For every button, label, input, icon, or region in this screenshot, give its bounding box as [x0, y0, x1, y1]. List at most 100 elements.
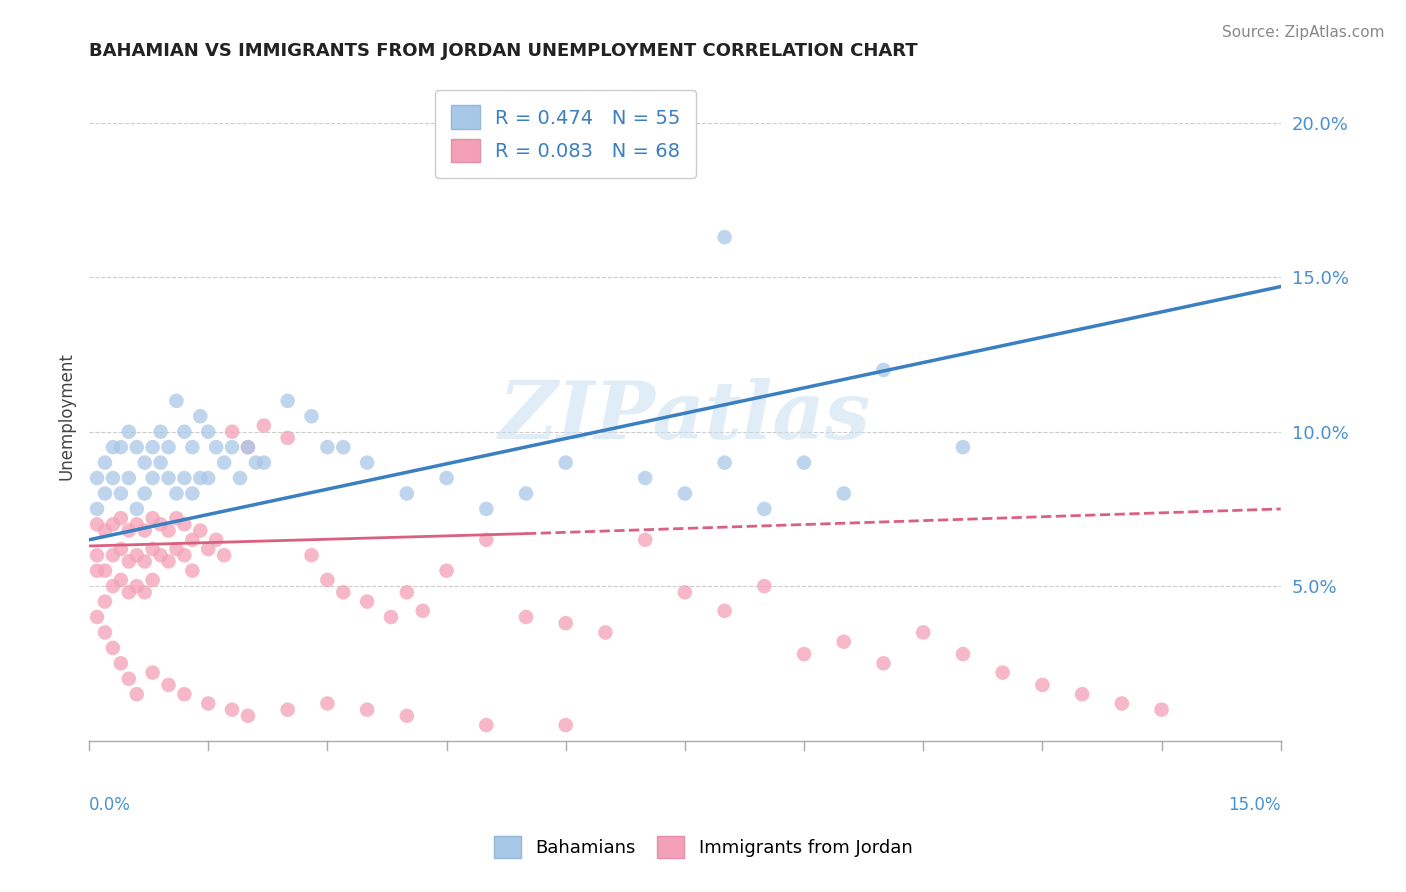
Point — [118, 585, 141, 599]
Point — [181, 440, 204, 454]
Point — [134, 524, 156, 538]
Point — [173, 517, 195, 532]
Point — [301, 548, 323, 562]
Point — [832, 634, 855, 648]
Point — [149, 425, 172, 439]
Point — [118, 471, 141, 485]
Point — [1031, 678, 1053, 692]
Point — [94, 486, 117, 500]
Point — [595, 625, 617, 640]
Point — [188, 409, 211, 424]
Point — [316, 440, 339, 454]
Point — [221, 703, 243, 717]
Point — [86, 548, 108, 562]
Point — [149, 517, 172, 532]
Point — [101, 640, 124, 655]
Point — [1150, 703, 1173, 717]
Point — [149, 456, 172, 470]
Point — [197, 471, 219, 485]
Point — [634, 471, 657, 485]
Point — [197, 697, 219, 711]
Point — [332, 440, 354, 454]
Point — [754, 502, 776, 516]
Point — [380, 610, 402, 624]
Point — [101, 471, 124, 485]
Point — [301, 409, 323, 424]
Point — [713, 456, 735, 470]
Point — [166, 486, 188, 500]
Text: 0.0%: 0.0% — [89, 797, 131, 814]
Point — [395, 585, 418, 599]
Point — [110, 542, 132, 557]
Point — [118, 425, 141, 439]
Point — [94, 524, 117, 538]
Point — [832, 486, 855, 500]
Point — [142, 471, 165, 485]
Point — [125, 502, 148, 516]
Text: ZIPatlas: ZIPatlas — [499, 377, 870, 455]
Point — [181, 486, 204, 500]
Point — [125, 687, 148, 701]
Point — [173, 471, 195, 485]
Point — [253, 456, 276, 470]
Point — [412, 604, 434, 618]
Point — [94, 564, 117, 578]
Point — [181, 533, 204, 547]
Point — [94, 594, 117, 608]
Text: Source: ZipAtlas.com: Source: ZipAtlas.com — [1222, 25, 1385, 40]
Point — [673, 585, 696, 599]
Point — [316, 697, 339, 711]
Point — [634, 533, 657, 547]
Point — [188, 524, 211, 538]
Point — [110, 511, 132, 525]
Point — [277, 703, 299, 717]
Point — [125, 548, 148, 562]
Point — [236, 440, 259, 454]
Point — [166, 511, 188, 525]
Point — [197, 425, 219, 439]
Point — [86, 564, 108, 578]
Point — [101, 440, 124, 454]
Point — [101, 517, 124, 532]
Point — [142, 542, 165, 557]
Point — [86, 502, 108, 516]
Point — [197, 542, 219, 557]
Point — [118, 524, 141, 538]
Point — [554, 718, 576, 732]
Point — [229, 471, 252, 485]
Point — [125, 517, 148, 532]
Point — [221, 425, 243, 439]
Text: BAHAMIAN VS IMMIGRANTS FROM JORDAN UNEMPLOYMENT CORRELATION CHART: BAHAMIAN VS IMMIGRANTS FROM JORDAN UNEMP… — [89, 42, 918, 60]
Point — [125, 579, 148, 593]
Point — [86, 610, 108, 624]
Point — [134, 486, 156, 500]
Point — [212, 456, 235, 470]
Point — [1071, 687, 1094, 701]
Text: 15.0%: 15.0% — [1229, 797, 1281, 814]
Point — [754, 579, 776, 593]
Point — [110, 573, 132, 587]
Point — [157, 678, 180, 692]
Point — [554, 456, 576, 470]
Legend: Bahamians, Immigrants from Jordan: Bahamians, Immigrants from Jordan — [485, 827, 921, 867]
Point — [125, 440, 148, 454]
Point — [872, 363, 894, 377]
Point — [118, 554, 141, 568]
Point — [475, 533, 498, 547]
Point — [952, 440, 974, 454]
Point — [221, 440, 243, 454]
Point — [475, 718, 498, 732]
Point — [142, 665, 165, 680]
Point — [86, 517, 108, 532]
Point — [253, 418, 276, 433]
Point — [166, 542, 188, 557]
Point — [166, 393, 188, 408]
Point — [515, 486, 537, 500]
Point — [205, 440, 228, 454]
Point — [205, 533, 228, 547]
Point — [277, 393, 299, 408]
Point — [118, 672, 141, 686]
Point — [277, 431, 299, 445]
Point — [110, 657, 132, 671]
Point — [142, 440, 165, 454]
